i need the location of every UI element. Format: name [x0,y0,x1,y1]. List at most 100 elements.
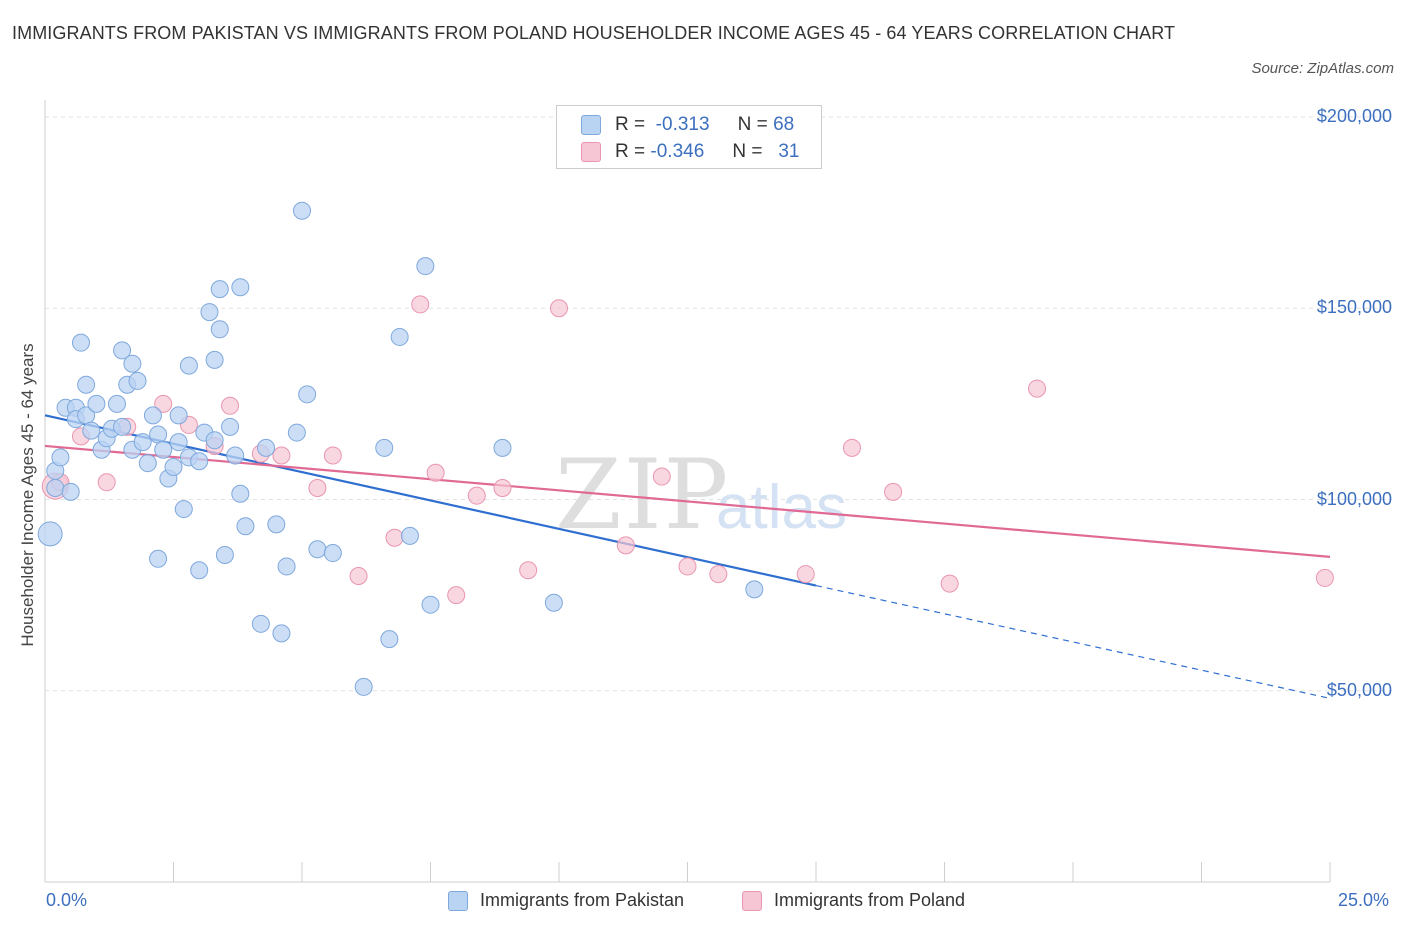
data-point-poland [467,486,486,505]
data-point-pakistan [169,406,188,425]
trend-line-poland [44,444,1331,558]
data-point-pakistan [87,394,106,413]
data-point-pakistan [323,544,342,563]
data-point-pakistan [421,595,440,614]
data-point-pakistan [226,446,245,465]
data-point-pakistan [493,438,512,457]
stats-legend: R = -0.313 N = 68 R = -0.346 N = 31 [556,105,822,169]
data-point-pakistan [71,333,90,352]
data-point-pakistan [287,423,306,442]
legend-n-label: N = [737,114,768,135]
data-point-pakistan [133,433,152,452]
grid-lines [45,116,1392,692]
series-legend: Immigrants from Pakistan Immigrants from… [0,888,1406,916]
data-point-pakistan [210,280,229,299]
data-point-pakistan [745,580,764,599]
data-point-poland [940,574,959,593]
legend-item-pakistan: Immigrants from Pakistan [448,890,684,911]
data-point-pakistan [267,515,286,534]
data-point-poland [796,565,815,584]
series-poland-points [41,295,1334,605]
legend-n-label: N = [732,141,763,162]
data-point-pakistan [164,457,183,476]
watermark: ZIP atlas [555,439,847,551]
data-point-pakistan [205,350,224,369]
data-point-poland [1028,379,1047,398]
data-point-poland [308,479,327,498]
poland-legend-swatch [742,890,762,911]
data-point-poland [154,394,173,413]
legend-n-value: 31 [778,141,800,162]
legend-row-poland: R = -0.346 N = 31 [581,140,799,164]
data-point-pakistan [215,545,234,564]
data-point-poland [493,479,512,498]
data-point-poland [884,482,903,501]
data-point-pakistan [298,385,317,404]
x-tick-label-max: 25.0% [1338,890,1390,910]
data-point-pakistan [308,540,327,559]
data-point-pakistan [257,438,276,457]
data-point-poland [550,299,568,318]
legend-n-value: 68 [773,114,795,135]
x-tick-label-min: 0.0% [46,890,88,910]
data-point-poland [709,565,728,584]
data-point-pakistan [113,341,132,360]
series-pakistan-points [37,201,764,696]
data-point-poland [411,295,430,314]
data-point-pakistan [277,557,296,576]
legend-label-pakistan: Immigrants from Pakistan [480,890,685,910]
poland-swatch [581,142,601,162]
data-point-pakistan [113,417,132,436]
data-point-pakistan [138,454,157,473]
data-point-poland [616,536,635,555]
legend-label-poland: Immigrants from Poland [774,890,966,910]
legend-row-pakistan: R = -0.313 N = 68 [581,113,794,137]
data-point-pakistan [123,354,142,373]
data-point-pakistan [169,433,188,452]
data-point-pakistan [544,593,563,612]
data-point-pakistan [149,425,168,444]
data-point-poland [842,438,861,457]
y-tick-label: $150,000 [1316,297,1392,318]
data-point-pakistan [205,431,224,450]
legend-r-value: -0.346 [650,141,705,162]
data-point-pakistan [82,421,101,440]
data-point-pakistan [149,549,168,568]
data-point-pakistan [293,201,311,220]
data-point-pakistan [190,452,209,471]
data-point-poland [447,586,466,605]
data-point-poland [221,396,240,415]
data-point-pakistan [416,257,435,276]
data-point-pakistan [46,479,65,498]
data-point-pakistan [190,561,209,580]
data-point-poland [426,463,445,482]
data-point-poland [349,567,368,585]
y-tick-label: $200,000 [1316,106,1392,126]
data-point-pakistan [375,438,394,457]
data-point-pakistan [272,624,291,643]
data-point-pakistan [154,440,173,459]
data-point-pakistan [210,320,229,339]
data-point-pakistan [128,371,147,390]
data-point-pakistan [200,303,219,322]
pakistan-swatch [581,115,601,135]
data-point-poland [678,557,697,576]
data-point-pakistan [251,614,270,633]
data-point-poland [652,467,671,486]
data-point-poland [97,473,116,492]
data-point-pakistan [107,394,126,413]
data-point-pakistan [236,517,255,536]
svg-text:ZIP: ZIP [555,439,730,551]
data-point-pakistan [37,521,63,547]
pakistan-legend-swatch [448,890,468,911]
y-tick-label: $50,000 [1326,679,1392,700]
legend-r-label: R = [615,114,646,135]
chart-title: IMMIGRANTS FROM PAKISTAN VS IMMIGRANTS F… [12,23,1176,43]
data-point-pakistan [174,500,193,519]
legend-r-value: -0.313 [655,114,710,135]
data-point-pakistan [77,375,96,394]
data-point-poland [519,561,538,580]
legend-item-poland: Immigrants from Poland [742,890,965,911]
data-point-pakistan [231,278,250,297]
